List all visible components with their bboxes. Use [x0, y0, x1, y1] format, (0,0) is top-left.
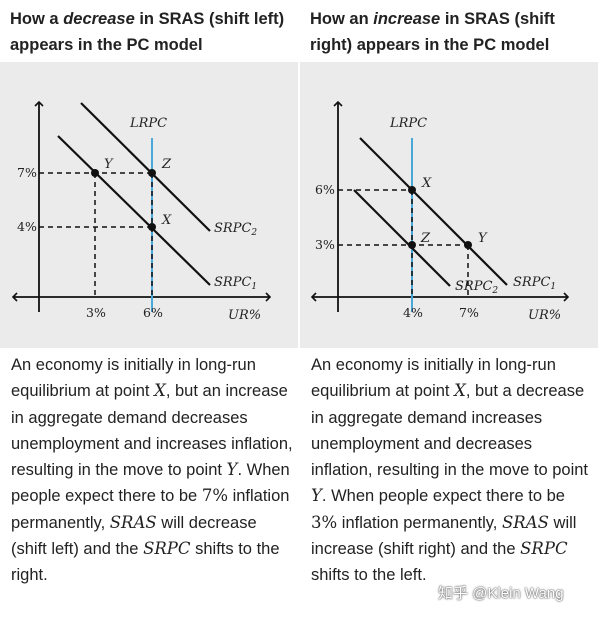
- right-tick-3pct: 3%: [315, 237, 335, 252]
- right-heading-post: in SRAS (shift right) appears in the PC …: [310, 10, 555, 54]
- watermark: 知乎 @Klein Wang: [438, 585, 564, 602]
- left-srpc1-label: SRPC1: [214, 275, 257, 292]
- left-heading-emphasis: decrease: [63, 10, 135, 28]
- left-tick-3pct: 3%: [86, 305, 106, 320]
- left-point-y-label: Y: [104, 157, 114, 172]
- right-point-z: [408, 241, 416, 249]
- left-x-axis-label: UR%: [228, 308, 261, 323]
- right-tick-7pct: 7%: [459, 305, 479, 320]
- left-point-x-label: X: [161, 213, 172, 228]
- right-phillips-curve-diagram: LRPC SRPC1 SRPC2 X Z Y 6% 3% 4% 7% UR%: [310, 100, 570, 323]
- right-tick-6pct: 6%: [315, 182, 335, 197]
- right-graph-panel: LRPC SRPC1 SRPC2 X Z Y 6% 3% 4% 7% UR%: [300, 62, 598, 348]
- left-heading-post: in SRAS (shift left) appears in the PC m…: [10, 10, 285, 54]
- right-point-x-label: X: [421, 176, 432, 191]
- right-tick-4pct: 4%: [403, 305, 423, 320]
- right-lrpc-label: LRPC: [389, 116, 427, 131]
- right-heading: How an increase in SRAS (shift right) ap…: [310, 6, 592, 58]
- right-point-y-label: Y: [478, 231, 488, 246]
- right-srpc2-label: SRPC2: [455, 279, 498, 296]
- left-graph-panel: LRPC SRPC2 SRPC1 Y Z X 7% 4% 3% 6% UR%: [0, 62, 298, 348]
- left-point-z-label: Z: [161, 157, 172, 172]
- left-heading-pre: How a: [10, 10, 64, 28]
- right-srpc1-curve: [359, 137, 508, 286]
- left-point-x: [148, 223, 156, 231]
- right-point-z-label: Z: [420, 231, 431, 246]
- left-point-z: [148, 169, 156, 177]
- left-srpc1-curve: [57, 135, 211, 286]
- left-tick-7pct: 7%: [17, 165, 37, 180]
- left-tick-4pct: 4%: [17, 219, 37, 234]
- left-point-y: [91, 169, 99, 177]
- right-srpc1-label: SRPC1: [513, 275, 556, 292]
- right-srpc2-curve: [353, 189, 451, 287]
- left-srpc2-curve: [80, 102, 211, 232]
- left-lrpc-label: LRPC: [129, 116, 167, 131]
- left-heading: How a decrease in SRAS (shift left) appe…: [10, 6, 292, 58]
- left-tick-6pct: 6%: [143, 305, 163, 320]
- right-point-y: [464, 241, 472, 249]
- right-x-axis-label: UR%: [528, 308, 561, 323]
- left-phillips-curve-diagram: LRPC SRPC2 SRPC1 Y Z X 7% 4% 3% 6% UR%: [11, 100, 272, 323]
- right-heading-pre: How an: [310, 10, 374, 28]
- left-srpc2-label: SRPC2: [214, 221, 257, 238]
- right-point-x: [408, 186, 416, 194]
- left-description: An economy is initially in long-run equi…: [11, 356, 293, 585]
- right-description: An economy is initially in long-run equi…: [311, 356, 588, 585]
- right-heading-emphasis: increase: [373, 10, 441, 28]
